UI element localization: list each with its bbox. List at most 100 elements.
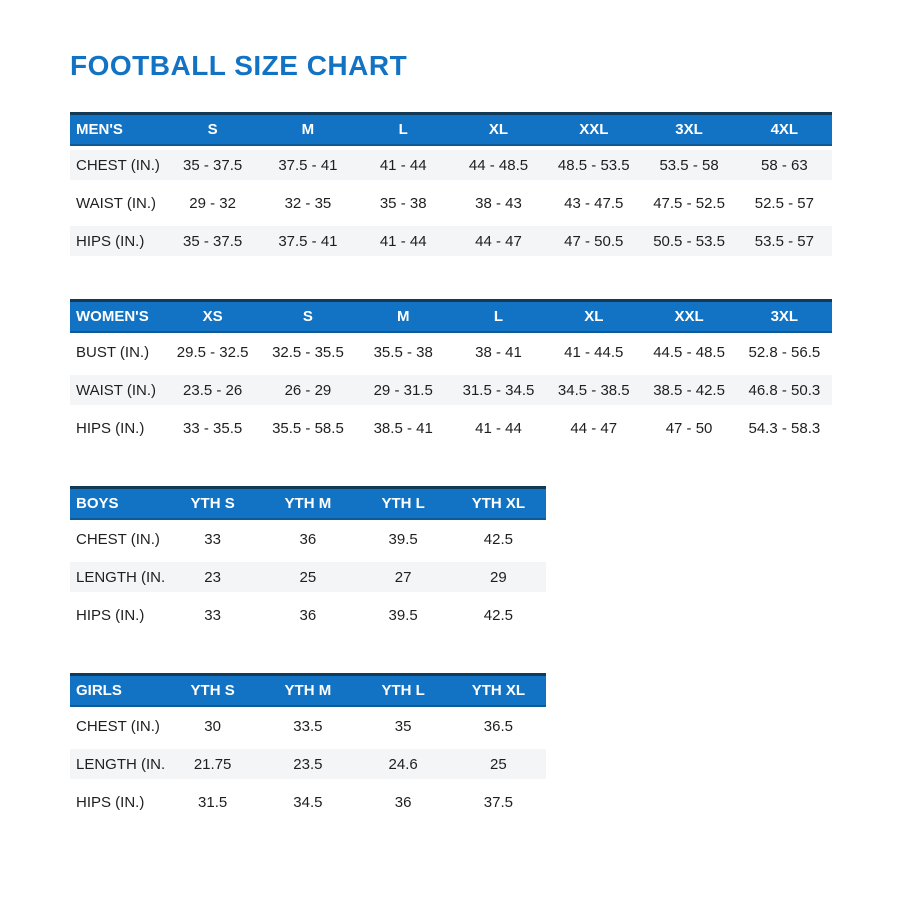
size-table-womens: WOMEN'S XS S M L XL XXL 3XL BUST (IN.) 29.5 - 32.… xyxy=(70,299,832,447)
size-value-cell: 29 - 32 xyxy=(189,194,236,212)
size-value-cell: 35.5 - 58.5 xyxy=(272,419,344,437)
size-value-cell: 41 - 44 xyxy=(475,419,522,437)
size-table-girls: GIRLS YTH S YTH M YTH L YTH XL CHEST (IN.) 30 3… xyxy=(70,673,546,821)
size-value-cell: 29.5 - 32.5 xyxy=(176,343,249,361)
table-row: WAIST (IN.) 23.5 - 26 26 - 29 29 - 31.5 31.5… xyxy=(70,371,832,409)
size-value-cell: 44.5 - 48.5 xyxy=(653,343,725,361)
row-label: CHEST (IN.) xyxy=(76,717,160,735)
size-value-cell: 35.5 - 38 xyxy=(373,343,433,361)
size-value-cell: 31.5 - 34.5 xyxy=(462,381,535,399)
size-value-cell: 29 xyxy=(490,568,507,586)
size-value-cell: 52.5 - 57 xyxy=(754,194,814,212)
table-row: CHEST (IN.) 33 36 39.5 42.5 xyxy=(70,520,546,558)
size-column-header: S xyxy=(207,121,218,138)
size-value-cell: 27 xyxy=(394,568,412,586)
size-value-cell: 23.5 - 26 xyxy=(183,381,243,399)
row-label: HIPS (IN.) xyxy=(76,606,145,624)
size-value-cell: 53.5 - 57 xyxy=(754,232,814,250)
size-value-cell: 50.5 - 53.5 xyxy=(653,232,725,250)
size-column-header: M xyxy=(396,308,410,325)
size-value-cell: 36.5 xyxy=(483,717,513,735)
size-value-cell: 26 - 29 xyxy=(284,381,332,399)
size-column-header: YTH XL xyxy=(471,682,526,699)
size-chart-page: FOOTBALL SIZE CHART MEN'S S M L XL XXL 3XL 4XL C… xyxy=(70,50,900,821)
size-column-header: YTH L xyxy=(381,495,425,512)
row-label: WAIST (IN.) xyxy=(76,381,156,399)
size-value-cell: 37.5 xyxy=(483,793,513,811)
size-value-cell: 29 - 31.5 xyxy=(373,381,433,399)
size-value-cell: 48.5 - 53.5 xyxy=(557,156,630,174)
table-row: HIPS (IN.) 33 36 39.5 42.5 xyxy=(70,596,546,634)
size-column-header: XL xyxy=(488,121,509,138)
size-column-header: 4XL xyxy=(770,121,799,138)
size-value-cell: 35 xyxy=(394,717,412,735)
size-column-header: YTH M xyxy=(284,495,332,512)
size-value-cell: 41 - 44.5 xyxy=(564,343,624,361)
size-value-cell: 39.5 xyxy=(388,530,418,548)
size-table-mens: MEN'S S M L XL XXL 3XL 4XL CHEST (IN.) 35 - 37.5 3… xyxy=(70,112,832,260)
size-value-cell: 43 - 47.5 xyxy=(564,194,624,212)
size-value-cell: 33.5 xyxy=(293,717,323,735)
size-value-cell: 23.5 xyxy=(293,755,323,773)
row-label: WAIST (IN.) xyxy=(76,194,156,212)
size-value-cell: 47 - 50.5 xyxy=(564,232,624,250)
size-value-cell: 36 xyxy=(299,606,317,624)
size-value-cell: 53.5 - 58 xyxy=(659,156,719,174)
size-value-cell: 36 xyxy=(394,793,412,811)
size-table-boys: BOYS YTH S YTH M YTH L YTH XL CHEST (IN.) 33 36… xyxy=(70,486,546,634)
size-column-header: YTH S xyxy=(190,682,235,699)
row-label: HIPS (IN.) xyxy=(76,793,145,811)
size-value-cell: 42.5 xyxy=(483,530,513,548)
table-title-girls: GIRLS xyxy=(76,682,122,699)
size-tables-container: MEN'S S M L XL XXL 3XL 4XL CHEST (IN.) 35 - 37.5 3… xyxy=(70,112,900,821)
table-row: BUST (IN.) 29.5 - 32.5 32.5 - 35.5 35.5 - 3… xyxy=(70,333,832,371)
table-row: HIPS (IN.) 31.5 34.5 36 37.5 xyxy=(70,783,546,821)
size-value-cell: 44 - 48.5 xyxy=(468,156,529,174)
size-value-cell: 38.5 - 42.5 xyxy=(653,381,725,399)
row-label: LENGTH (IN.) xyxy=(76,755,165,773)
row-label: BUST (IN.) xyxy=(76,343,150,361)
size-column-header: XL xyxy=(584,308,604,325)
row-label: LENGTH (IN.) xyxy=(76,568,165,586)
table-header-row: MEN'S S M L XL XXL 3XL 4XL xyxy=(70,112,832,146)
size-value-cell: 32.5 - 35.5 xyxy=(272,343,344,361)
size-column-header: YTH M xyxy=(284,682,332,699)
size-column-header: L xyxy=(398,121,408,138)
size-value-cell: 32 - 35 xyxy=(284,194,332,212)
size-column-header: XXL xyxy=(674,308,704,325)
size-value-cell: 25 xyxy=(299,568,317,586)
size-value-cell: 35 - 37.5 xyxy=(183,156,243,174)
row-label: CHEST (IN.) xyxy=(76,530,160,548)
size-value-cell: 38.5 - 41 xyxy=(373,419,433,437)
size-value-cell: 34.5 xyxy=(293,793,323,811)
table-row: HIPS (IN.) 35 - 37.5 37.5 - 41 41 - 44 44 - … xyxy=(70,222,832,260)
size-value-cell: 33 xyxy=(204,530,221,548)
size-column-header: YTH XL xyxy=(471,495,526,512)
size-column-header: 3XL xyxy=(770,308,799,325)
size-value-cell: 33 - 35.5 xyxy=(183,419,243,437)
table-title-womens: WOMEN'S xyxy=(76,308,149,325)
size-value-cell: 34.5 - 38.5 xyxy=(557,381,630,399)
size-value-cell: 58 - 63 xyxy=(760,156,808,174)
size-column-header: XS xyxy=(202,308,223,325)
size-column-header: YTH S xyxy=(190,495,235,512)
page-title: FOOTBALL SIZE CHART xyxy=(70,50,408,81)
table-row: HIPS (IN.) 33 - 35.5 35.5 - 58.5 38.5 - 41 4… xyxy=(70,409,832,447)
table-row: CHEST (IN.) 35 - 37.5 37.5 - 41 41 - 44 44 -… xyxy=(70,146,832,184)
size-value-cell: 52.8 - 56.5 xyxy=(748,343,821,361)
size-value-cell: 33 xyxy=(204,606,221,624)
table-header-row: BOYS YTH S YTH M YTH L YTH XL xyxy=(70,486,546,520)
size-value-cell: 41 - 44 xyxy=(379,232,427,250)
size-value-cell: 35 - 37.5 xyxy=(183,232,243,250)
size-value-cell: 30 xyxy=(204,717,221,735)
size-value-cell: 23 xyxy=(204,568,221,586)
size-value-cell: 46.8 - 50.3 xyxy=(748,381,821,399)
row-label: HIPS (IN.) xyxy=(76,419,145,437)
table-row: LENGTH (IN.) 21.75 23.5 24.6 25 xyxy=(70,745,546,783)
table-title-mens: MEN'S xyxy=(76,121,123,138)
table-title-boys: BOYS xyxy=(76,495,119,512)
size-column-header: L xyxy=(493,308,504,325)
size-value-cell: 35 - 38 xyxy=(379,194,427,212)
size-column-header: XXL xyxy=(579,121,609,138)
size-value-cell: 36 xyxy=(299,530,317,548)
